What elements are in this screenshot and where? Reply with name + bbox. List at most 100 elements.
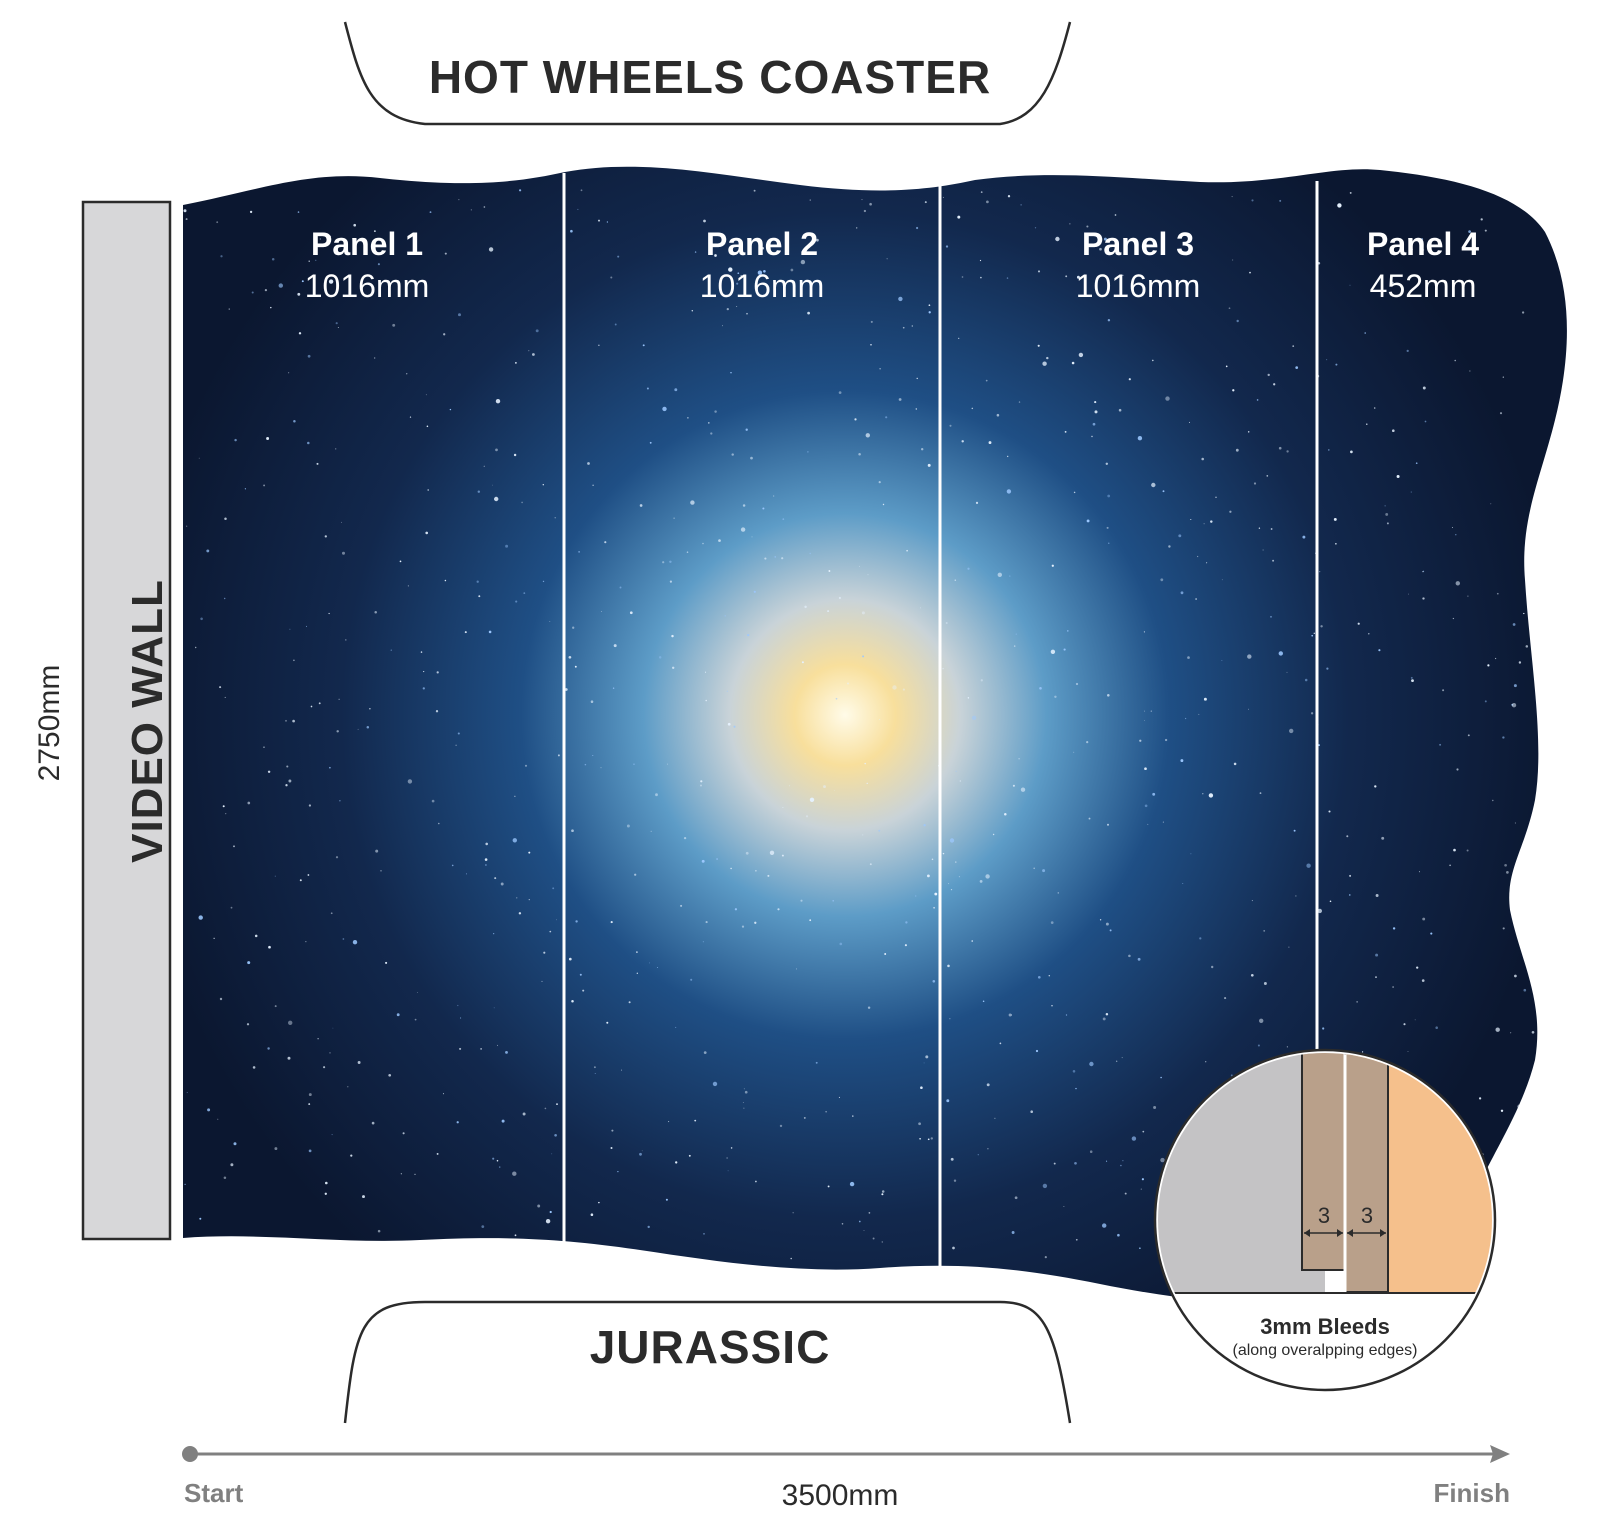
star [246,1023,250,1026]
star [514,795,516,797]
star [1304,678,1308,682]
star [524,764,528,767]
star [1510,1032,1512,1034]
star [274,1147,278,1151]
star [665,1198,668,1201]
star [1499,412,1503,415]
star [549,1210,552,1214]
star [457,732,460,735]
star [449,408,452,411]
star [264,288,268,292]
star [400,1173,402,1175]
star [438,822,440,825]
star [915,895,917,897]
star [306,625,307,627]
star [639,1152,642,1156]
star [606,1021,609,1024]
star [1487,664,1490,667]
star [683,1261,686,1264]
star [1335,363,1338,366]
star [726,690,728,692]
star [680,904,683,907]
star [338,698,340,700]
star [885,416,888,419]
star [302,1247,307,1253]
star [933,906,936,909]
star [1086,519,1090,523]
star [287,1056,291,1060]
star [621,1069,623,1071]
star [861,199,863,201]
star [319,238,321,240]
star [604,541,607,544]
star [928,311,931,314]
star [1106,526,1109,529]
star [1071,361,1075,365]
star [927,463,931,467]
star [223,1176,227,1179]
star [1225,365,1228,368]
star [271,258,275,261]
star [629,611,633,615]
star [426,425,429,428]
star [800,899,803,902]
star [1050,921,1054,924]
star [1293,829,1296,832]
star [219,686,222,689]
star [1270,528,1273,530]
star [1037,344,1040,347]
star [977,1154,979,1156]
star [1128,954,1131,958]
star [1160,1157,1165,1163]
star [790,268,794,272]
star [669,580,672,583]
star [492,1157,495,1160]
star [1498,1238,1500,1241]
star [1073,491,1076,494]
star [612,687,615,689]
star [658,656,662,659]
star [858,1220,861,1223]
star [1496,592,1499,595]
star [483,206,486,208]
star [1053,1162,1056,1165]
star [700,780,703,783]
star [1286,671,1288,673]
star [1182,882,1184,884]
star [1525,645,1529,648]
bleed-title: 3mm Bleeds [1260,1314,1390,1339]
star [396,1013,400,1017]
star [1278,446,1282,450]
star [1144,804,1148,808]
star [1319,571,1321,573]
star [352,940,358,945]
star [556,919,557,921]
star [1295,895,1297,897]
star [743,1088,745,1090]
star [407,585,410,587]
star [1449,864,1451,867]
star [1337,203,1342,208]
star [307,441,310,445]
star [789,785,791,787]
star [385,961,388,964]
star [694,1119,697,1122]
star [278,283,283,288]
star [1375,976,1377,978]
star [414,1173,416,1175]
star [617,1170,619,1173]
star [1075,1238,1078,1241]
star [1272,559,1275,562]
star [959,780,961,782]
star [380,869,382,872]
star [1091,435,1093,438]
star [1152,792,1156,796]
star [1490,503,1492,505]
star [522,1256,525,1259]
star [1231,196,1233,198]
star [1006,277,1009,279]
star [927,1138,930,1141]
star [1523,612,1525,615]
star [1455,581,1461,586]
star [515,600,518,603]
